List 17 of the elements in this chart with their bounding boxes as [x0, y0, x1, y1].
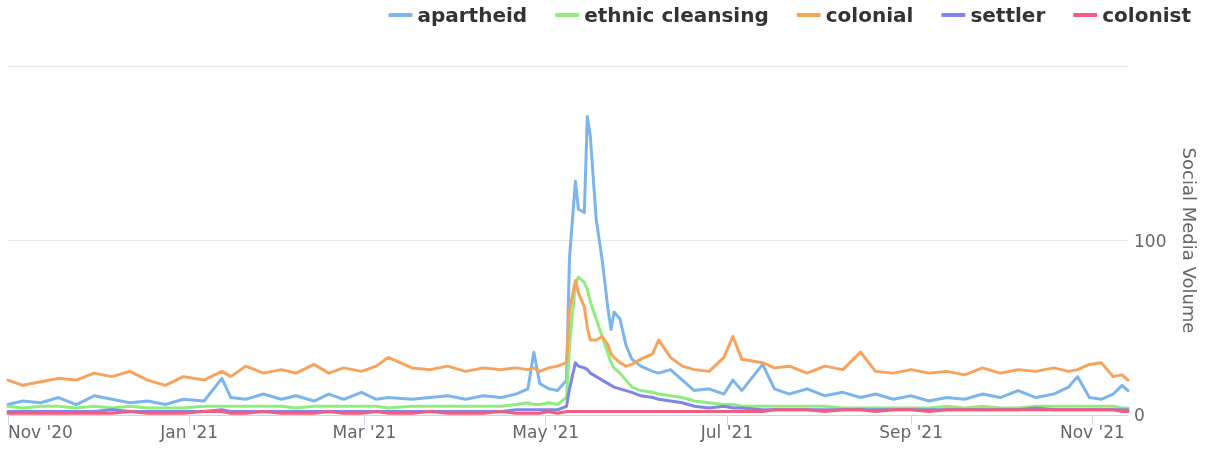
x-tick-label: Jul '21	[699, 421, 754, 442]
y-tick-label: 100	[1134, 230, 1167, 251]
x-tick-label: Mar '21	[332, 421, 397, 442]
x-tick-label: Nov '20	[8, 421, 73, 442]
y-axis-title: Social Media Volume	[1178, 147, 1200, 334]
legend-label: ethnic cleansing	[584, 3, 769, 27]
legend-label: apartheid	[417, 3, 528, 27]
x-tick-label: Nov '21	[1059, 421, 1125, 442]
x-tick-label: Jan '21	[159, 421, 219, 442]
x-tick-label: May '21	[512, 421, 580, 442]
x-tick-label: Sep '21	[879, 421, 944, 442]
legend-label: colonist	[1102, 3, 1192, 27]
line-series	[6, 115, 1130, 407]
line-series	[6, 279, 1130, 387]
legend-label: colonial	[825, 3, 914, 27]
legend-label: settler	[970, 3, 1046, 27]
y-tick-label: 0	[1134, 405, 1145, 425]
